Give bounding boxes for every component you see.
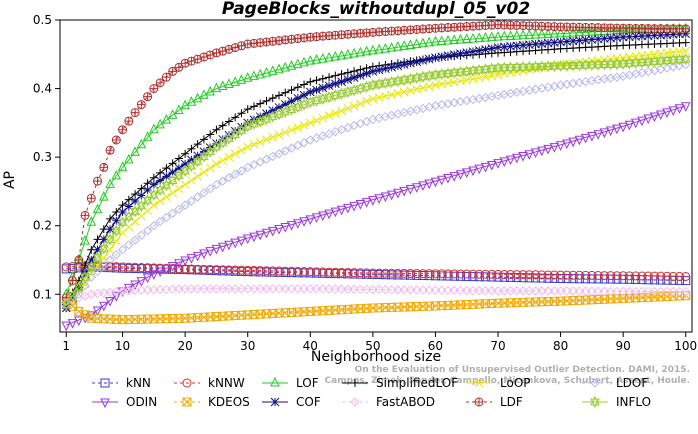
x-tick-label: 10 xyxy=(115,339,130,353)
series-ldof xyxy=(61,59,691,313)
chart-title: PageBlocks_withoutdupl_05_v02 xyxy=(222,0,530,19)
series-layer xyxy=(61,20,691,332)
legend-item-loop: LoOP xyxy=(466,376,531,390)
legend-item-lof: LOF xyxy=(262,376,319,390)
x-axis-label: Neighborhood size xyxy=(311,349,441,365)
y-tick-label: 0.5 xyxy=(33,13,52,27)
legend: kNN kNNW LOF SimplifiedLOF LoOP LDOF ODIN KDEOS… xyxy=(92,376,651,409)
x-tick-label: 20 xyxy=(178,339,193,353)
y-axis-label: AP xyxy=(2,171,18,189)
series-line xyxy=(65,295,686,321)
legend-label: COF xyxy=(296,395,321,409)
x-tick-label: 60 xyxy=(428,339,443,353)
x-axis-ticks: 1 10 20 30 40 50 60 70 80 90 100 xyxy=(62,332,697,353)
legend-label: KDEOS xyxy=(208,395,250,409)
series-kdeos xyxy=(61,291,691,325)
legend-label: SimplifiedLOF xyxy=(376,376,458,390)
legend-label: LoOP xyxy=(500,376,531,390)
series-markers xyxy=(62,38,690,309)
y-tick-label: 0.1 xyxy=(33,287,52,301)
legend-item-kdeos: KDEOS xyxy=(174,395,250,409)
y-tick-label: 0.4 xyxy=(33,82,52,96)
series-ldf xyxy=(61,20,691,303)
y-axis-ticks: 0.1 0.2 0.3 0.4 0.5 xyxy=(33,13,60,301)
x-tick-label: 50 xyxy=(365,339,380,353)
legend-label: kNNW xyxy=(208,376,245,390)
x-tick-label: 40 xyxy=(303,339,318,353)
series-markers xyxy=(61,291,691,325)
x-tick-label: 90 xyxy=(616,339,631,353)
plot-frame xyxy=(59,19,693,333)
legend-label: FastABOD xyxy=(376,395,435,409)
series-markers xyxy=(61,284,691,306)
legend-item-ldof: LDOF xyxy=(582,376,648,390)
series-line xyxy=(66,264,686,277)
series-simplifiedlof xyxy=(62,38,690,309)
legend-item-cof: COF xyxy=(262,395,321,409)
legend-item-knnw: kNNW xyxy=(174,376,245,390)
series-markers xyxy=(61,260,691,281)
legend-item-odin: ODIN xyxy=(92,395,157,409)
x-tick-label: 70 xyxy=(490,339,505,353)
legend-label: LDF xyxy=(500,395,523,409)
x-tick-label: 80 xyxy=(553,339,568,353)
series-knnw xyxy=(61,260,691,281)
legend-item-fastabod: FastABOD xyxy=(342,395,435,409)
legend-label: INFLO xyxy=(616,395,651,409)
legend-item-ldf: LDF xyxy=(466,395,523,409)
series-inflo xyxy=(61,52,691,311)
legend-item-inflo: INFLO xyxy=(582,395,651,409)
series-markers xyxy=(61,20,691,303)
series-line xyxy=(66,288,686,302)
series-odin xyxy=(61,102,691,332)
series-line xyxy=(66,266,686,282)
series-fastabod xyxy=(61,284,691,306)
y-tick-label: 0.3 xyxy=(33,150,52,164)
legend-label: ODIN xyxy=(126,395,157,409)
legend-label: LOF xyxy=(296,376,319,390)
x-tick-label: 1 xyxy=(62,339,70,353)
y-tick-label: 0.2 xyxy=(33,219,52,233)
x-tick-label: 100 xyxy=(674,339,697,353)
x-tick-label: 30 xyxy=(240,339,255,353)
legend-label: kNN xyxy=(126,376,151,390)
series-markers xyxy=(61,52,691,311)
series-markers xyxy=(61,59,691,313)
credit-text: On the Evaluation of Unsupervised Outlie… xyxy=(325,365,690,386)
legend-label: LDOF xyxy=(616,376,648,390)
legend-item-simplifiedlof: SimplifiedLOF xyxy=(342,376,458,390)
legend-item-knn: kNN xyxy=(92,376,151,390)
